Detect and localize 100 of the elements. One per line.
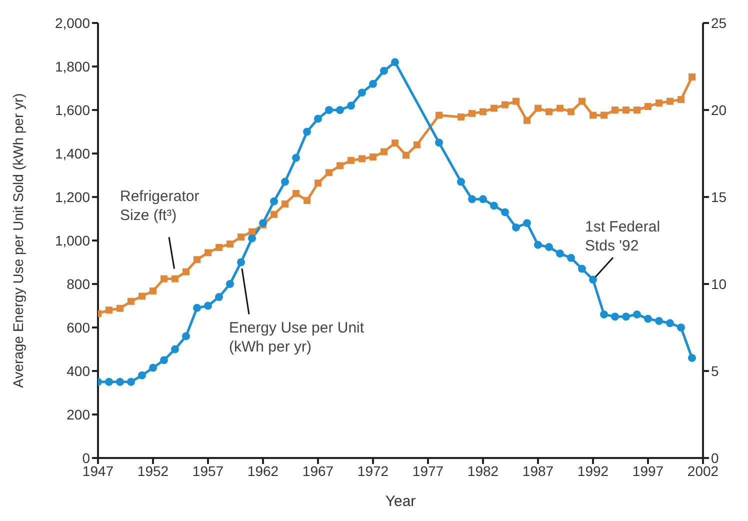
point — [127, 378, 135, 386]
point — [414, 141, 420, 148]
point — [116, 304, 124, 312]
point — [677, 324, 685, 332]
y2-tick-label: 15 — [711, 188, 727, 205]
annotation: 1st Federal Stds '92 — [585, 218, 660, 255]
point — [160, 356, 168, 364]
y-tick-label: 1,400 — [54, 145, 90, 162]
point — [534, 240, 542, 249]
point — [644, 103, 652, 110]
point — [314, 114, 322, 123]
point — [138, 371, 146, 380]
point — [172, 275, 178, 282]
y-tick-label: 1,600 — [54, 102, 90, 118]
point — [600, 310, 608, 318]
point — [512, 98, 520, 105]
point — [512, 223, 520, 232]
point — [392, 140, 398, 147]
point — [556, 104, 564, 112]
point — [105, 378, 113, 386]
point — [347, 102, 355, 110]
point — [248, 234, 256, 242]
point — [622, 312, 630, 321]
y2-tick-label: 25 — [711, 14, 727, 31]
x-axis-title: Year — [385, 493, 416, 510]
x-tick-label: 1957 — [192, 462, 224, 479]
point — [479, 195, 487, 204]
point — [402, 152, 410, 159]
point — [160, 275, 168, 282]
point — [238, 234, 244, 241]
point — [226, 240, 234, 248]
point — [457, 178, 465, 186]
point — [194, 256, 200, 264]
point — [490, 202, 498, 210]
point — [358, 155, 366, 162]
point — [149, 364, 157, 372]
x-tick-label: 1972 — [357, 462, 389, 479]
point — [435, 138, 443, 147]
point — [436, 112, 442, 119]
point — [666, 319, 674, 328]
point — [304, 196, 310, 204]
y-tick-label: 800 — [66, 276, 90, 292]
point — [325, 106, 333, 114]
annotation: Energy Use per Unit (kWh per yr) — [229, 319, 365, 356]
y2-tick-label: 10 — [711, 276, 727, 292]
point — [380, 66, 388, 75]
y-tick-label: 600 — [66, 319, 90, 336]
point — [567, 254, 575, 262]
point — [634, 106, 640, 114]
point — [303, 128, 311, 136]
point — [292, 154, 300, 162]
x-tick-label: 1992 — [577, 462, 609, 479]
x-tick-label: 1982 — [467, 462, 499, 479]
point — [589, 276, 597, 284]
point — [314, 180, 322, 187]
point — [534, 104, 542, 112]
point — [524, 116, 530, 124]
x-tick-label: 1967 — [302, 462, 334, 479]
point — [336, 162, 344, 170]
point — [369, 80, 377, 88]
point — [656, 100, 662, 107]
x-tick-label: 1997 — [632, 462, 664, 479]
x-tick-label: 1962 — [247, 462, 279, 479]
point — [612, 106, 618, 114]
point — [150, 287, 156, 294]
point — [468, 195, 476, 204]
y-tick-label: 1,800 — [54, 58, 90, 74]
point — [138, 292, 146, 300]
y-tick-label: 2,000 — [54, 14, 90, 31]
point — [633, 310, 641, 318]
point — [600, 112, 608, 119]
point — [326, 169, 332, 176]
point — [182, 332, 190, 340]
point — [370, 153, 376, 160]
point — [458, 113, 464, 120]
point — [556, 250, 564, 258]
y-tick-label: 200 — [66, 406, 90, 422]
y-tick-label: 1,000 — [54, 232, 90, 248]
point — [237, 258, 245, 266]
point — [270, 210, 278, 218]
point — [282, 200, 288, 208]
point — [655, 316, 663, 325]
point — [666, 98, 674, 105]
point — [578, 98, 586, 105]
point — [611, 312, 619, 321]
point — [523, 219, 531, 228]
point — [502, 101, 508, 108]
point — [590, 112, 596, 119]
point — [545, 243, 553, 252]
y-axis-title: Average Energy Use per Unit Sold (kWh per yr) — [10, 93, 26, 388]
point — [116, 378, 124, 386]
point — [171, 345, 179, 354]
point — [348, 156, 354, 164]
y-tick-label: 1,200 — [54, 188, 90, 205]
point — [688, 354, 696, 362]
point — [490, 104, 498, 112]
point — [270, 197, 278, 206]
point — [568, 108, 574, 116]
point — [281, 178, 289, 186]
y-tick-label: 400 — [66, 362, 90, 379]
